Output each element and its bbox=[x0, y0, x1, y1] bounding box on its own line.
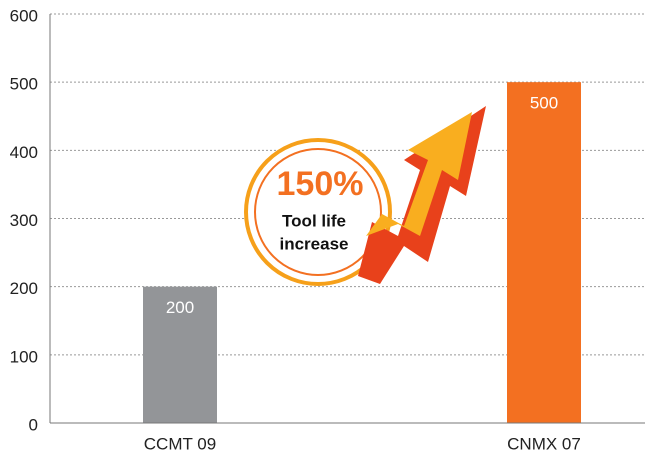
y-tick-label: 100 bbox=[10, 347, 38, 366]
y-tick-label: 200 bbox=[10, 279, 38, 298]
y-tick-label: 300 bbox=[10, 211, 38, 230]
value-label: 500 bbox=[530, 94, 558, 113]
annotation-badge bbox=[244, 106, 486, 286]
y-tick-label: 400 bbox=[10, 143, 38, 162]
y-tick-label: 500 bbox=[10, 75, 38, 94]
y-tick-label: 600 bbox=[10, 6, 38, 25]
bar bbox=[507, 82, 581, 424]
annotation-text: Tool life bbox=[282, 211, 346, 230]
value-label: 200 bbox=[166, 298, 194, 317]
bar bbox=[143, 286, 217, 423]
x-tick-label: CNMX 07 bbox=[507, 434, 581, 453]
y-tick-label: 0 bbox=[29, 415, 38, 434]
annotation-headline: 150% bbox=[277, 165, 364, 203]
annotation-text: increase bbox=[280, 234, 349, 253]
x-tick-label: CCMT 09 bbox=[144, 434, 216, 453]
